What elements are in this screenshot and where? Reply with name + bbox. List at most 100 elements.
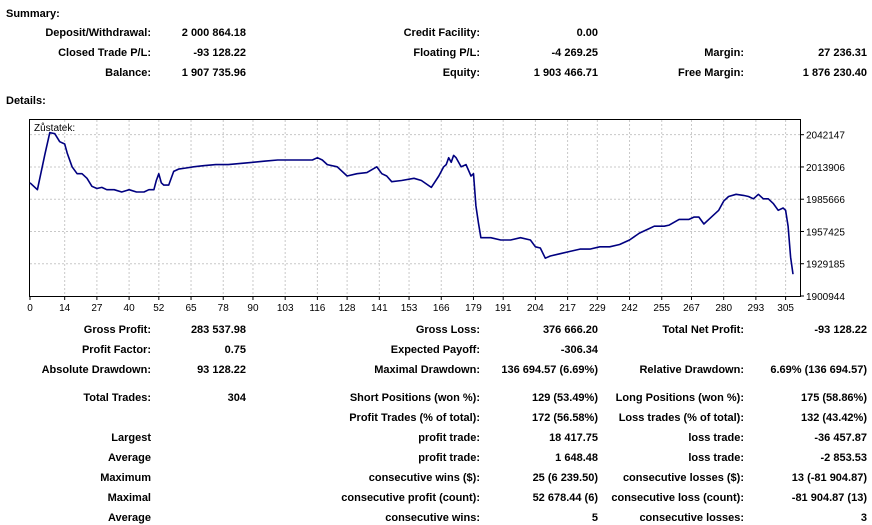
avg-consecutive-wins-label: consecutive wins: — [385, 512, 480, 524]
y-tick-label: 1985666 — [806, 195, 845, 206]
deposit-value: 2 000 864.18 — [181, 27, 246, 39]
profit-factor-label: Profit Factor: — [81, 344, 151, 356]
x-tick-label: 103 — [277, 303, 294, 314]
balance-label: Balance: — [105, 67, 151, 79]
closed-pl-label: Closed Trade P/L: — [58, 47, 151, 59]
margin-label: Margin: — [704, 47, 744, 59]
max-consecutive-wins-label: consecutive wins ($): — [368, 472, 480, 484]
maximal-drawdown-value: 136 694.57 (6.69%) — [501, 364, 598, 376]
chart-title: Zůstatek: — [34, 122, 75, 134]
largest-loss-label: loss trade: — [688, 432, 744, 444]
profit-trades-value: 172 (56.58%) — [531, 412, 598, 424]
equity-value: 1 903 466.71 — [533, 67, 598, 79]
y-tick-label: 2042147 — [806, 131, 845, 142]
x-tick-label: 90 — [247, 303, 259, 314]
expected-payoff-label: Expected Payoff: — [390, 344, 480, 356]
short-positions-label: Short Positions (won %): — [349, 392, 480, 404]
maximal-drawdown-label: Maximal Drawdown: — [374, 364, 480, 376]
total-trades-value: 304 — [227, 392, 246, 404]
x-tick-label: 27 — [91, 303, 103, 314]
absolute-drawdown-value: 93 128.22 — [197, 364, 246, 376]
y-tick-label: 2013906 — [806, 163, 845, 174]
gross-loss-label: Gross Loss: — [415, 324, 480, 336]
maximal-label: Maximal — [107, 492, 151, 504]
x-tick-label: 153 — [401, 303, 418, 314]
total-net-profit-value: -93 128.22 — [814, 324, 867, 336]
average-loss-value: -2 853.53 — [820, 452, 867, 464]
y-tick-label: 1900944 — [806, 292, 845, 303]
x-tick-label: 305 — [777, 303, 794, 314]
maximal-consecutive-profit-value: 52 678.44 (6) — [532, 492, 598, 504]
x-tick-label: 128 — [339, 303, 356, 314]
avg-consecutive-wins-value: 5 — [591, 512, 598, 524]
avg-consecutive-losses-label: consecutive losses: — [639, 512, 744, 524]
x-tick-label: 229 — [589, 303, 606, 314]
x-tick-label: 293 — [748, 303, 765, 314]
x-tick-label: 52 — [153, 303, 165, 314]
x-tick-label: 65 — [185, 303, 197, 314]
relative-drawdown-value: 6.69% (136 694.57) — [770, 364, 867, 376]
average-profit-label: profit trade: — [418, 452, 480, 464]
free-margin-value: 1 876 230.40 — [802, 67, 867, 79]
equity-label: Equity: — [442, 67, 480, 79]
y-tick-label: 1957425 — [806, 227, 845, 238]
relative-drawdown-label: Relative Drawdown: — [639, 364, 744, 376]
average-consecutive-label: Average — [107, 512, 151, 524]
x-tick-label: 280 — [715, 303, 732, 314]
x-tick-label: 267 — [683, 303, 700, 314]
maximum-label: Maximum — [100, 472, 151, 484]
gross-loss-value: 376 666.20 — [542, 324, 598, 336]
summary-title: Summary: — [6, 8, 60, 20]
largest-profit-value: 18 417.75 — [549, 432, 598, 444]
gross-profit-label: Gross Profit: — [83, 324, 151, 336]
profit-factor-value: 0.75 — [224, 344, 246, 356]
balance-chart: 0 14 27 40 52 65 78 90 103 116 128 141 153 166 179 191 2… — [27, 119, 845, 314]
average-label: Average — [107, 452, 151, 464]
loss-trades-label: Loss trades (% of total): — [618, 412, 744, 424]
x-tick-label: 166 — [433, 303, 450, 314]
balance-chart-svg: 0 14 27 40 52 65 78 90 103 116 128 141 153 166 179 191 2… — [27, 120, 845, 314]
profit-trades-label: Profit Trades (% of total): — [349, 412, 480, 424]
credit-facility-label: Credit Facility: — [403, 27, 480, 39]
margin-value: 27 236.31 — [818, 47, 867, 59]
x-tick-label: 0 — [27, 303, 33, 314]
x-tick-label: 14 — [59, 303, 71, 314]
largest-loss-value: -36 457.87 — [814, 432, 867, 444]
avg-consecutive-losses-value: 3 — [860, 512, 867, 524]
total-net-profit-label: Total Net Profit: — [662, 324, 744, 336]
long-positions-value: 175 (58.86%) — [800, 392, 867, 404]
maximal-consecutive-loss-value: -81 904.87 (13) — [791, 492, 867, 504]
x-tick-label: 40 — [124, 303, 136, 314]
largest-profit-label: profit trade: — [418, 432, 480, 444]
total-trades-label: Total Trades: — [83, 392, 151, 404]
credit-facility-value: 0.00 — [576, 27, 598, 39]
maximal-consecutive-loss-label: consecutive loss (count): — [611, 492, 744, 504]
average-profit-value: 1 648.48 — [555, 452, 598, 464]
floating-pl-label: Floating P/L: — [413, 47, 480, 59]
maximal-consecutive-profit-label: consecutive profit (count): — [341, 492, 480, 504]
y-tick-label: 1929185 — [806, 260, 845, 271]
short-positions-value: 129 (53.49%) — [531, 392, 598, 404]
largest-label: Largest — [111, 432, 151, 444]
balance-line — [29, 131, 794, 275]
x-tick-label: 179 — [465, 303, 482, 314]
average-loss-label: loss trade: — [688, 452, 744, 464]
max-consecutive-losses-value: 13 (-81 904.87) — [791, 472, 867, 484]
free-margin-label: Free Margin: — [677, 67, 744, 79]
x-tick-label: 116 — [309, 303, 325, 314]
x-tick-label: 141 — [371, 303, 388, 314]
floating-pl-value: -4 269.25 — [551, 47, 598, 59]
details-title: Details: — [6, 95, 46, 107]
max-consecutive-wins-value: 25 (6 239.50) — [532, 472, 598, 484]
x-tick-label: 255 — [653, 303, 670, 314]
x-tick-label: 191 — [495, 303, 512, 314]
closed-pl-value: -93 128.22 — [193, 47, 246, 59]
x-tick-label: 242 — [621, 303, 638, 314]
x-tick-label: 204 — [527, 303, 544, 314]
x-tick-label: 78 — [218, 303, 230, 314]
balance-value: 1 907 735.96 — [181, 67, 246, 79]
deposit-label: Deposit/Withdrawal: — [45, 27, 151, 39]
long-positions-label: Long Positions (won %): — [615, 392, 744, 404]
loss-trades-value: 132 (43.42%) — [800, 412, 867, 424]
x-tick-label: 217 — [559, 303, 576, 314]
